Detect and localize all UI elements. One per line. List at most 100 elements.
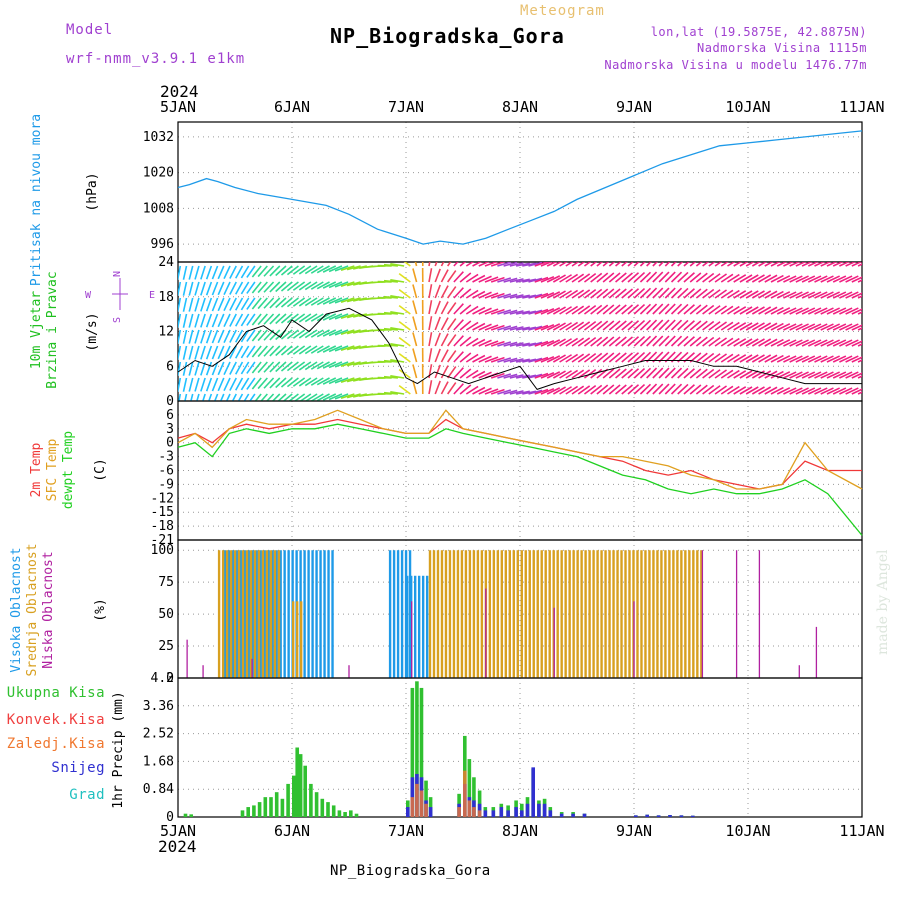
wind-arrow	[194, 345, 200, 360]
cloud-bar	[263, 550, 266, 678]
precip-snow-bar	[514, 807, 518, 817]
wind-arrow	[447, 318, 457, 331]
temperature-series-line	[177, 418, 862, 490]
wind-arrow	[453, 351, 464, 363]
cloud-bar	[512, 550, 515, 678]
wind-arrow	[205, 313, 213, 328]
wind-arrow	[633, 383, 646, 395]
precip-panel: 0 0.84 1.68 2.52 3.36 4.2 Ukupna Kisa Konvek.Ki…	[7, 671, 863, 825]
wind-arrow	[217, 377, 225, 392]
wind-arrow	[412, 300, 418, 315]
precip-conv-bar	[415, 783, 419, 817]
wind-arrow	[552, 354, 566, 363]
wind-arrow	[826, 291, 840, 299]
wind-arrow	[845, 371, 859, 379]
wind-arrow	[720, 305, 734, 315]
wind-arrow	[490, 276, 505, 283]
wind-arrow	[546, 355, 561, 363]
wind-arrow	[670, 262, 677, 267]
wind-arrow	[745, 386, 759, 395]
wind-arrow	[334, 393, 349, 400]
wind-arrow	[764, 262, 774, 267]
cloud-bar	[468, 550, 472, 678]
wind-arrow	[652, 262, 658, 267]
cloud-bar	[421, 575, 425, 678]
precip-total-bar	[240, 810, 245, 817]
wind-arrow	[459, 336, 472, 347]
wind-arrow	[845, 291, 859, 299]
wind-arrow	[263, 297, 275, 309]
wind-arrow	[390, 263, 405, 267]
cloud-bar	[596, 550, 599, 678]
wind-arrow	[708, 337, 721, 347]
wind-arrow	[298, 377, 312, 387]
wind-arrow	[664, 335, 676, 347]
precip-snow-bar	[559, 813, 564, 817]
wind-arrow	[708, 289, 721, 299]
wind-arrow	[280, 297, 293, 308]
cloud-bar	[273, 550, 277, 678]
cloud-bar	[448, 550, 452, 678]
wind-arrow	[484, 262, 498, 267]
cloud-bar	[257, 550, 261, 678]
wind-arrow	[434, 300, 441, 315]
wind-arrow	[428, 300, 433, 315]
wind-arrow	[789, 387, 803, 395]
wind-arrow	[664, 271, 676, 283]
wind-arrow	[243, 393, 250, 401]
wind-arrow	[515, 262, 530, 267]
wind-arrow	[832, 262, 844, 267]
wind-arrow	[590, 304, 603, 315]
wind-arrow	[286, 281, 299, 292]
wind-arrow	[428, 348, 433, 363]
wind-arrow	[412, 364, 418, 379]
wind-arrow	[590, 384, 603, 395]
wind-arrow	[292, 329, 306, 339]
wind-arrow	[633, 351, 646, 363]
temperature-unit-label: (C)	[93, 458, 108, 481]
wind-arrow	[807, 275, 822, 283]
precip-snow-bar	[537, 803, 541, 817]
cloud-bar	[668, 550, 671, 678]
wind-arrow	[304, 361, 318, 371]
wind-arrow	[383, 327, 398, 331]
precip-conv-bar	[457, 807, 461, 817]
wind-arrow	[225, 393, 231, 401]
wind-arrow	[205, 265, 213, 280]
wind-arrow	[845, 275, 859, 283]
precip-snow-bar	[542, 803, 547, 817]
wind-arrow	[412, 348, 418, 363]
wind-arrow	[434, 332, 441, 347]
wind-arrow	[789, 355, 803, 363]
cloud-bar	[616, 550, 619, 678]
wind-arrow	[720, 289, 734, 299]
wind-arrow	[845, 307, 859, 315]
wind-arrow	[271, 393, 281, 401]
cloud-bar	[628, 550, 631, 678]
wind-arrow	[497, 389, 512, 395]
wind-arrow	[857, 263, 862, 267]
wind-arrow	[683, 262, 690, 267]
wind-arrow	[390, 327, 405, 331]
wind-arrow	[434, 262, 438, 267]
wind-arrow	[565, 262, 574, 267]
wind-arrow	[328, 329, 343, 337]
wind-arrow	[670, 287, 683, 299]
wind-arrow	[217, 297, 225, 312]
wind-arrow	[503, 262, 518, 267]
wind-arrow	[328, 361, 343, 369]
wind-arrow	[577, 321, 591, 331]
wind-arrow	[340, 313, 355, 320]
wind-arrow	[194, 313, 200, 328]
wind-arrow	[764, 274, 778, 283]
cloud-bar	[500, 550, 504, 678]
cloud-bar	[532, 550, 535, 678]
wind-arrow	[739, 274, 753, 283]
wind-arrow	[237, 393, 244, 401]
wind-arrow	[310, 313, 324, 322]
wind-arrow	[559, 274, 572, 283]
wind-arrow	[534, 308, 549, 315]
x-tick-label-top: 11JAN	[839, 98, 884, 116]
cloud-bar	[241, 550, 245, 678]
wind-arrow	[677, 335, 689, 347]
